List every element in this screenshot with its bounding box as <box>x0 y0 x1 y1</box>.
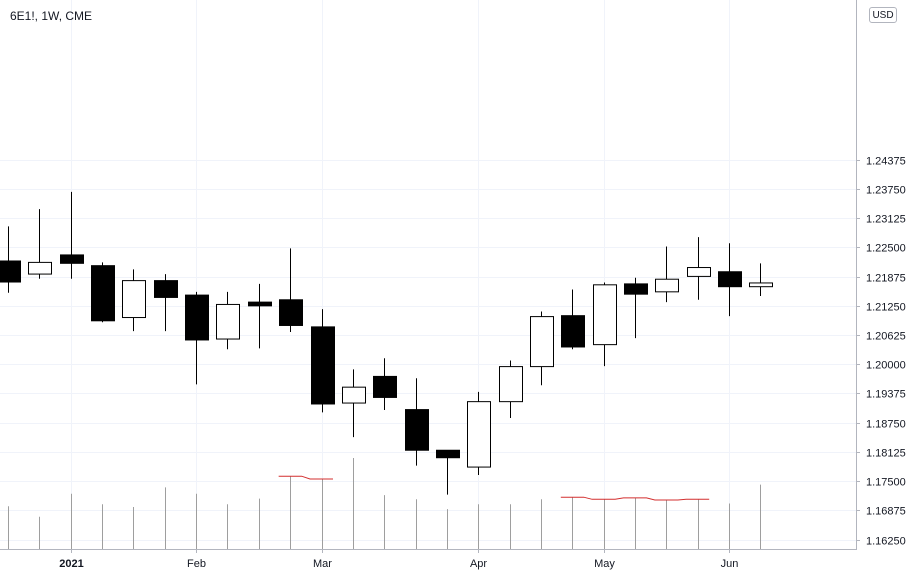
price-tick-label: 1.23750 <box>866 185 906 197</box>
price-tick-label: 1.18750 <box>866 419 906 431</box>
volume-highlight-line <box>560 496 710 501</box>
price-tick-label: 1.24375 <box>866 156 906 168</box>
price-tick-label: 1.20000 <box>866 360 906 372</box>
time-tick-label: May <box>594 558 615 570</box>
candle-down <box>60 254 84 264</box>
candle-down <box>436 449 460 459</box>
candle-down <box>248 301 272 307</box>
currency-badge[interactable]: USD <box>869 7 897 23</box>
time-tick-label: Apr <box>470 558 487 570</box>
candle-up <box>342 386 366 404</box>
time-tick-label: Mar <box>313 558 332 570</box>
price-tick-label: 1.18125 <box>866 448 906 460</box>
candle-down <box>561 315 585 348</box>
time-axis[interactable]: 2021 Feb Mar Apr May Jun <box>59 549 738 570</box>
candle-layer <box>0 191 773 495</box>
time-tick-label: Jun <box>721 558 739 570</box>
price-tick-label: 1.16250 <box>866 536 906 548</box>
price-tick-label: 1.23125 <box>866 214 906 226</box>
volume-layer <box>8 458 761 549</box>
candle-down <box>0 260 21 283</box>
candle-down <box>91 265 115 322</box>
candle-down <box>279 299 303 326</box>
symbol-label: 6E1!, 1W, CME <box>10 9 93 23</box>
time-tick-label: 2021 <box>59 558 83 570</box>
price-tick-label: 1.21875 <box>866 273 906 285</box>
candle-down <box>154 280 178 298</box>
candle-up <box>749 282 773 288</box>
price-axis[interactable]: 1.24375 1.23750 1.23125 1.22500 1.21875 1.212… <box>856 156 906 548</box>
price-tick-label: 1.22500 <box>866 243 906 255</box>
candle-down <box>185 294 209 341</box>
candle-up <box>687 267 711 277</box>
candle-down <box>405 409 429 451</box>
candle-up <box>122 280 146 319</box>
price-tick-label: 1.17500 <box>866 477 906 489</box>
candle-down <box>718 271 742 288</box>
candle-down <box>373 375 397 398</box>
time-tick-label: Feb <box>187 558 206 570</box>
candle-up <box>467 401 491 468</box>
candle-down <box>311 326 335 405</box>
candle-up <box>593 284 617 346</box>
price-tick-label: 1.20625 <box>866 331 906 343</box>
candle-up <box>28 261 52 275</box>
candle-up <box>216 303 240 340</box>
candle-up <box>655 278 679 293</box>
price-tick-label: 1.19375 <box>866 389 906 401</box>
price-tick-label: 1.16875 <box>866 506 906 518</box>
candle-up <box>499 366 523 403</box>
candle-up <box>530 316 554 368</box>
price-tick-label: 1.21250 <box>866 302 906 314</box>
volume-highlight-line <box>278 475 333 480</box>
candle-down <box>624 283 648 295</box>
